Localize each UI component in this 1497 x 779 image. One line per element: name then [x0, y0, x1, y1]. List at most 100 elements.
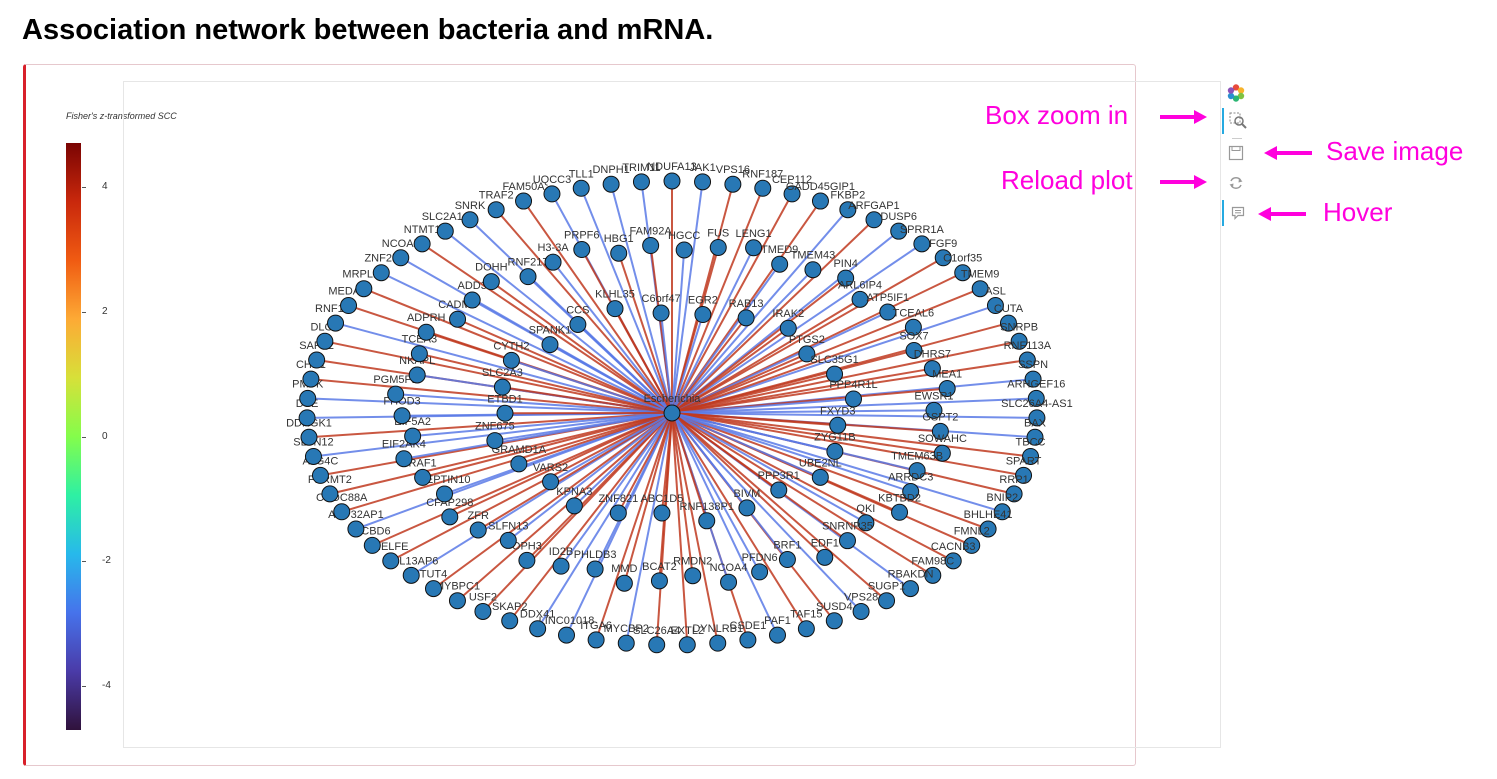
reset-tool[interactable]	[1222, 170, 1250, 196]
node[interactable]	[404, 427, 422, 445]
node[interactable]	[449, 310, 467, 328]
node[interactable]	[709, 238, 727, 256]
node[interactable]	[502, 351, 520, 369]
node[interactable]	[891, 503, 909, 521]
node[interactable]	[944, 552, 962, 570]
node[interactable]	[519, 268, 537, 286]
node[interactable]	[905, 341, 923, 359]
node[interactable]	[663, 172, 681, 190]
node[interactable]	[410, 345, 428, 363]
node[interactable]	[316, 332, 334, 350]
node[interactable]	[908, 462, 926, 480]
node[interactable]	[1024, 370, 1042, 388]
node[interactable]	[675, 241, 693, 259]
node[interactable]	[771, 255, 789, 273]
node[interactable]	[783, 185, 801, 203]
node[interactable]	[382, 552, 400, 570]
node[interactable]	[865, 211, 883, 229]
node[interactable]	[904, 318, 922, 336]
node[interactable]	[811, 192, 829, 210]
node[interactable]	[615, 574, 633, 592]
node[interactable]	[839, 201, 857, 219]
hover-tool[interactable]	[1222, 200, 1252, 226]
node[interactable]	[1026, 428, 1044, 446]
node[interactable]	[890, 222, 908, 240]
node[interactable]	[816, 548, 834, 566]
node[interactable]	[979, 520, 997, 538]
node[interactable]	[340, 297, 358, 315]
node[interactable]	[1027, 389, 1045, 407]
node[interactable]	[934, 249, 952, 267]
node[interactable]	[461, 211, 479, 229]
node[interactable]	[569, 315, 587, 333]
node[interactable]	[487, 201, 505, 219]
node[interactable]	[499, 531, 517, 549]
node[interactable]	[311, 466, 329, 484]
node[interactable]	[529, 620, 547, 638]
node[interactable]	[395, 450, 413, 468]
node[interactable]	[300, 428, 318, 446]
node[interactable]	[797, 620, 815, 638]
node[interactable]	[844, 390, 862, 408]
node[interactable]	[493, 378, 511, 396]
node[interactable]	[779, 319, 797, 337]
node[interactable]	[572, 179, 590, 197]
node[interactable]	[1022, 447, 1040, 465]
node[interactable]	[542, 473, 560, 491]
node[interactable]	[938, 380, 956, 398]
node[interactable]	[304, 447, 322, 465]
node[interactable]	[302, 370, 320, 388]
node[interactable]	[402, 566, 420, 584]
node[interactable]	[463, 291, 481, 309]
node[interactable]	[653, 504, 671, 522]
node[interactable]	[372, 264, 390, 282]
node[interactable]	[518, 551, 536, 569]
node[interactable]	[441, 508, 459, 526]
node[interactable]	[541, 336, 559, 354]
node[interactable]	[652, 304, 670, 322]
node[interactable]	[387, 385, 405, 403]
node[interactable]	[851, 290, 869, 308]
node[interactable]	[573, 241, 591, 259]
node[interactable]	[610, 244, 628, 262]
node[interactable]	[811, 468, 829, 486]
node[interactable]	[436, 485, 454, 503]
node[interactable]	[1005, 485, 1023, 503]
node[interactable]	[1018, 351, 1036, 369]
node[interactable]	[393, 407, 411, 425]
plot-frame[interactable]	[123, 81, 1221, 748]
node[interactable]	[436, 222, 454, 240]
node[interactable]	[924, 566, 942, 584]
node[interactable]	[986, 297, 1004, 315]
node[interactable]	[724, 175, 742, 193]
node[interactable]	[408, 366, 426, 384]
node[interactable]	[565, 497, 583, 515]
center-node[interactable]	[663, 404, 681, 422]
node[interactable]	[954, 264, 972, 282]
node[interactable]	[684, 567, 702, 585]
node[interactable]	[299, 389, 317, 407]
node[interactable]	[778, 551, 796, 569]
node[interactable]	[901, 580, 919, 598]
node[interactable]	[694, 306, 712, 324]
node[interactable]	[852, 602, 870, 620]
save-tool[interactable]	[1222, 140, 1250, 166]
node[interactable]	[931, 422, 949, 440]
node[interactable]	[413, 235, 431, 253]
node[interactable]	[804, 261, 822, 279]
node[interactable]	[425, 580, 443, 598]
box-zoom-tool[interactable]	[1222, 108, 1252, 134]
node[interactable]	[826, 442, 844, 460]
node[interactable]	[838, 532, 856, 550]
node[interactable]	[999, 314, 1017, 332]
node[interactable]	[878, 592, 896, 610]
node[interactable]	[486, 432, 504, 450]
node[interactable]	[879, 303, 897, 321]
node[interactable]	[482, 273, 500, 291]
node[interactable]	[923, 360, 941, 378]
node[interactable]	[826, 365, 844, 383]
node[interactable]	[552, 557, 570, 575]
node[interactable]	[515, 192, 533, 210]
node[interactable]	[543, 185, 561, 203]
node[interactable]	[544, 253, 562, 271]
